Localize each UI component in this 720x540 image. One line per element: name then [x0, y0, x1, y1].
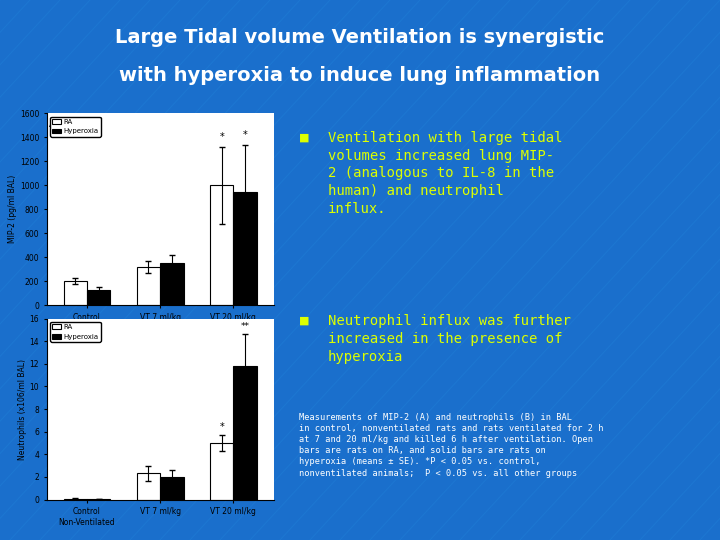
Text: ■: ■ [299, 132, 310, 143]
Text: Neutrophil influx was further
increased in the presence of
hyperoxia: Neutrophil influx was further increased … [328, 314, 570, 364]
Legend: RA, Hyperoxia: RA, Hyperoxia [50, 322, 101, 342]
Text: *: * [220, 422, 224, 431]
Text: *: * [220, 132, 224, 142]
Bar [87, 499, 110, 500]
Text: Measurements of MIP-2 (A) and neutrophils (B) in BAL
in control, nonventilated r: Measurements of MIP-2 (A) and neutrophil… [299, 413, 603, 477]
Bar [63, 281, 87, 305]
Y-axis label: MIP-2 (pg/ml BAL): MIP-2 (pg/ml BAL) [8, 175, 17, 244]
Bar [137, 474, 161, 500]
Bar [233, 192, 257, 305]
Bar [233, 366, 257, 500]
Text: Large Tidal volume Ventilation is synergistic: Large Tidal volume Ventilation is synerg… [115, 28, 605, 48]
Bar [161, 477, 184, 500]
Bar [137, 267, 161, 305]
Bar [210, 443, 233, 500]
Legend: RA, Hyperoxia: RA, Hyperoxia [50, 117, 101, 137]
Text: A: A [49, 119, 58, 129]
Text: **: ** [240, 322, 250, 331]
Bar [87, 289, 110, 305]
Text: Ventilation with large tidal
volumes increased lung MIP-
2 (analogous to IL-8 in: Ventilation with large tidal volumes inc… [328, 131, 562, 216]
Text: *: * [243, 130, 248, 140]
Y-axis label: Neutrophils (x106/ml BAL): Neutrophils (x106/ml BAL) [18, 359, 27, 460]
Bar [161, 263, 184, 305]
Text: ■: ■ [299, 316, 310, 326]
Text: with hyperoxia to induce lung inflammation: with hyperoxia to induce lung inflammati… [120, 66, 600, 85]
Text: B: B [49, 324, 58, 334]
Bar [63, 498, 87, 500]
Bar [210, 185, 233, 305]
